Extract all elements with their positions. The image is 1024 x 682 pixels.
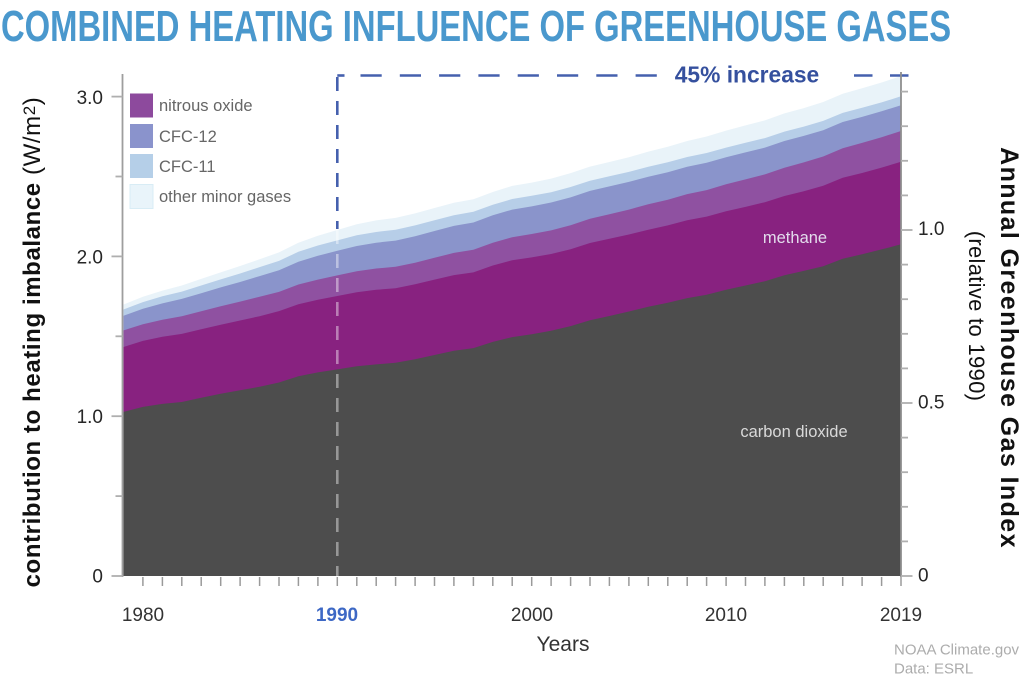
svg-text:(relative to 1990): (relative to 1990) [964, 231, 989, 402]
svg-text:other minor gases: other minor gases [159, 188, 291, 206]
svg-text:0: 0 [92, 567, 103, 588]
svg-text:0.5: 0.5 [918, 393, 944, 414]
svg-text:Years: Years [537, 633, 590, 656]
svg-text:1.0: 1.0 [77, 407, 103, 428]
svg-text:2.0: 2.0 [77, 248, 103, 269]
svg-text:Annual Greenhouse Gas Index: Annual Greenhouse Gas Index [995, 147, 1023, 549]
svg-text:45% increase: 45% increase [675, 62, 819, 88]
svg-text:nitrous oxide: nitrous oxide [159, 97, 253, 115]
svg-text:carbon dioxide: carbon dioxide [740, 423, 847, 441]
svg-text:Data: ESRL: Data: ESRL [894, 661, 973, 678]
svg-text:CFC-12: CFC-12 [159, 128, 217, 146]
svg-text:3.0: 3.0 [77, 88, 103, 109]
svg-text:2010: 2010 [705, 605, 747, 626]
svg-text:NOAA Climate.gov: NOAA Climate.gov [894, 642, 1020, 659]
svg-text:2000: 2000 [511, 605, 553, 626]
svg-text:2019: 2019 [880, 605, 922, 626]
svg-text:0: 0 [918, 566, 929, 587]
svg-text:1990: 1990 [316, 605, 358, 626]
svg-text:1980: 1980 [122, 605, 164, 626]
svg-text:CFC-11: CFC-11 [159, 158, 216, 176]
svg-text:methane: methane [763, 229, 827, 247]
svg-text:1.0: 1.0 [918, 219, 944, 240]
svg-text:contribution to heating imbala: contribution to heating imbalance (W/m2) [19, 97, 46, 588]
